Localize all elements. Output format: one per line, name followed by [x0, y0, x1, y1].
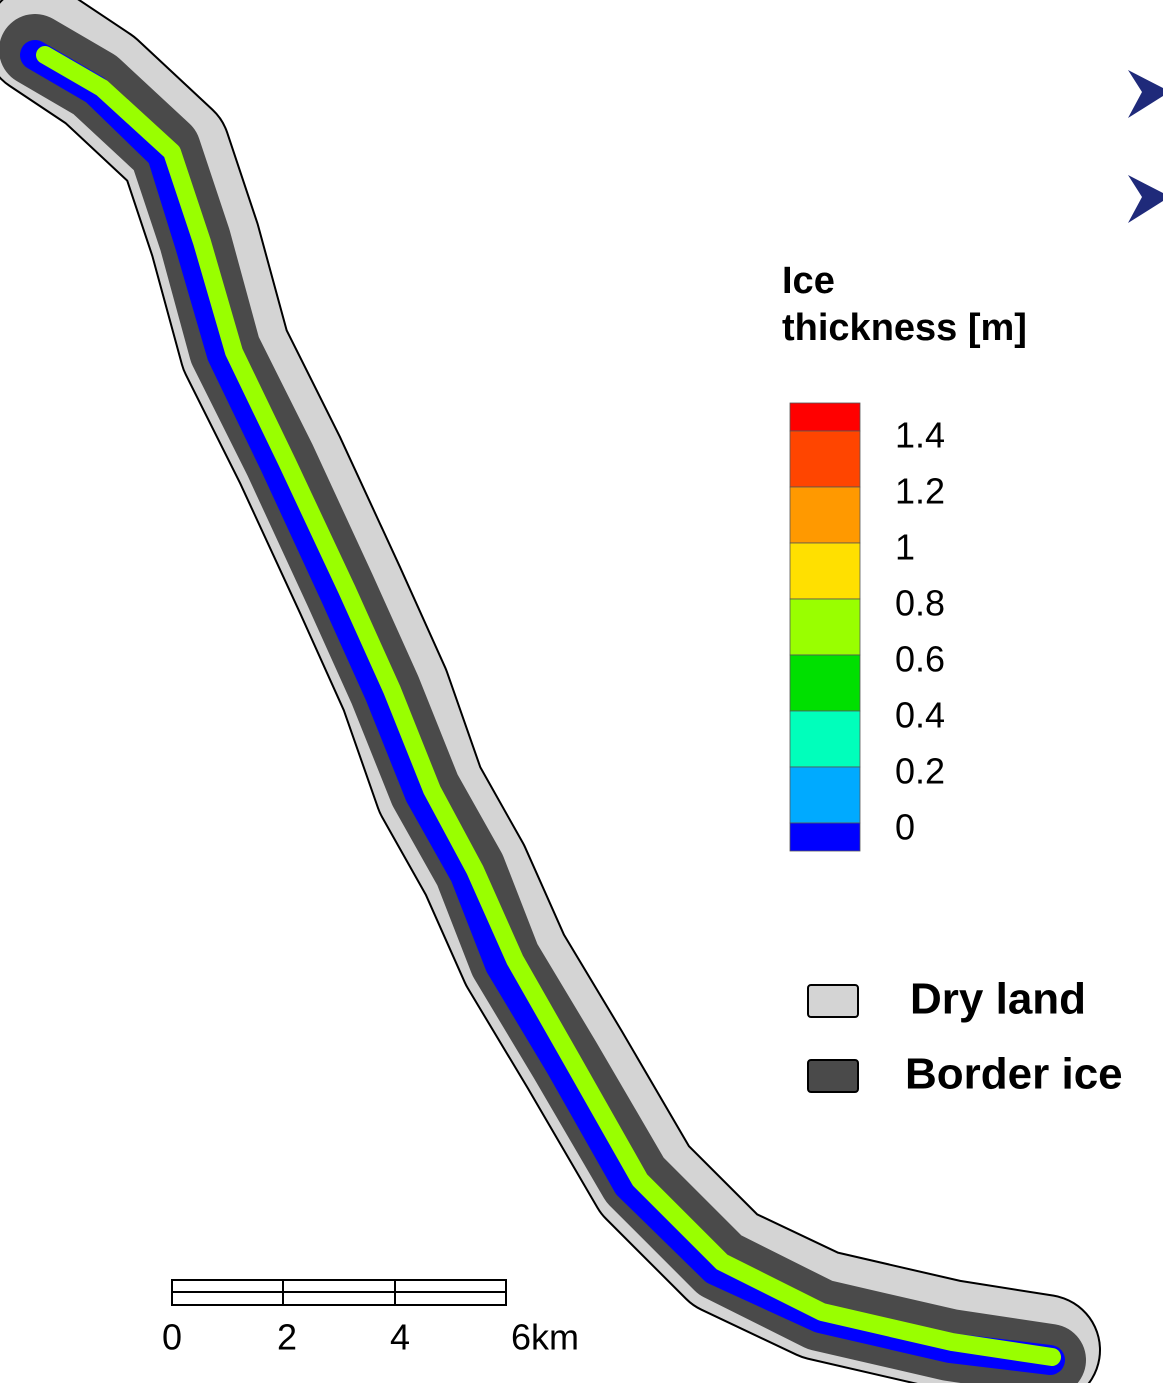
- colorbar-box: [790, 543, 860, 599]
- colorbar-box: [790, 767, 860, 823]
- scale-labels: 0 2 4 6km: [162, 1317, 579, 1358]
- scale-label: 6km: [511, 1317, 579, 1358]
- legend-label: Border ice: [905, 1050, 1123, 1099]
- legend-label: Dry land: [910, 975, 1086, 1024]
- colorbar-label: 0.2: [895, 751, 945, 792]
- legend-title: Ice: [782, 260, 835, 302]
- colorbar-box: [790, 487, 860, 543]
- map: Ice thickness [m] 1.4 1.2 1 0.8 0.6 0.4 0.2 0 D…: [0, 0, 1163, 1383]
- colorbar-label: 0.8: [895, 583, 945, 624]
- legend-title: thickness [m]: [782, 307, 1027, 349]
- arrows: [1128, 70, 1163, 223]
- scale-label: 2: [277, 1317, 297, 1358]
- scale-label: 0: [162, 1317, 182, 1358]
- colorbar-label: 1: [895, 527, 915, 568]
- scale-label: 4: [390, 1317, 410, 1358]
- colorbar: 1.4 1.2 1 0.8 0.6 0.4 0.2 0: [790, 403, 945, 851]
- colorbar-box: [790, 823, 860, 851]
- colorbar-label: 0.6: [895, 639, 945, 680]
- colorbar-label: 0.4: [895, 695, 945, 736]
- colorbar-label: 1.2: [895, 471, 945, 512]
- land-legend: Dry land Border ice: [808, 975, 1123, 1099]
- colorbar-box: [790, 711, 860, 767]
- arrow-bullet: [1128, 70, 1163, 118]
- scale-bar: [172, 1280, 506, 1305]
- colorbar-box: [790, 655, 860, 711]
- colorbar-label: 1.4: [895, 415, 945, 456]
- colorbar-label: 0: [895, 807, 915, 848]
- colorbar-box: [790, 403, 860, 431]
- arrow-bullet: [1128, 175, 1163, 223]
- colorbar-box: [790, 431, 860, 487]
- legend-swatch: [808, 1060, 858, 1092]
- legend-swatch: [808, 985, 858, 1017]
- colorbar-box: [790, 599, 860, 655]
